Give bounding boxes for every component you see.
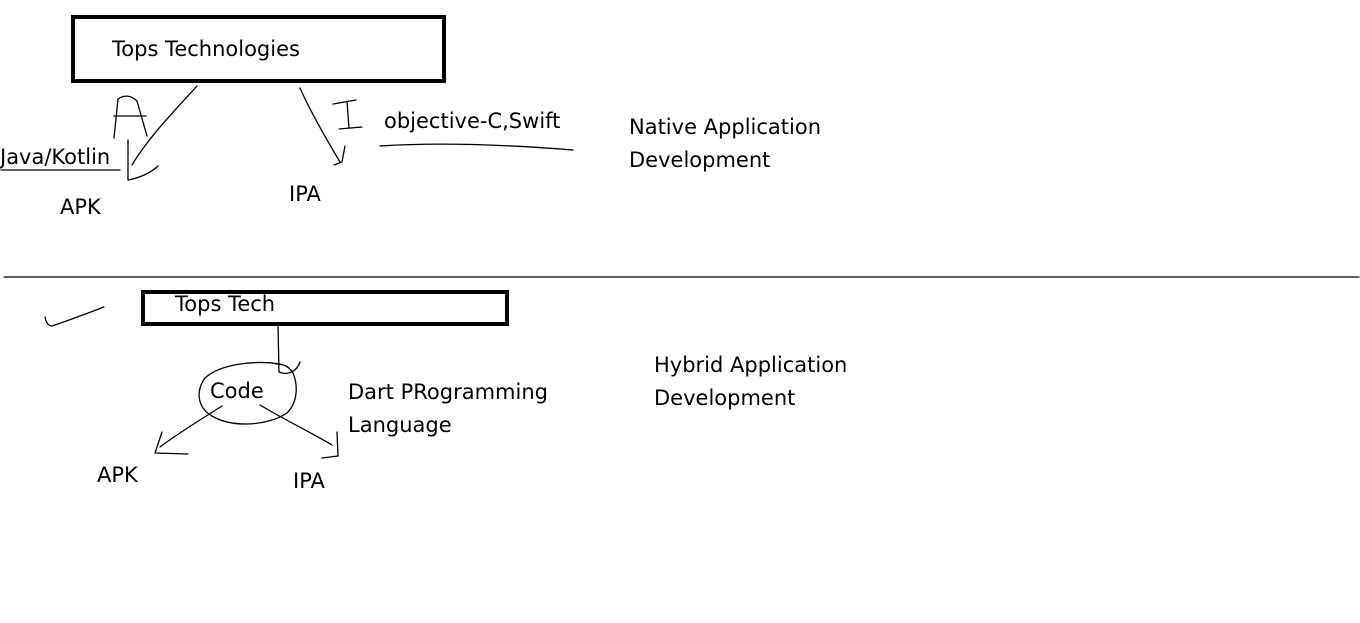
arrow-to-ipa xyxy=(259,404,333,446)
letter-i-stem xyxy=(346,100,350,129)
tops-technologies-label: Tops Technologies xyxy=(112,37,300,61)
dart-language-line1: Dart PRogramming xyxy=(348,380,548,404)
checkmark xyxy=(44,306,105,327)
code-circle xyxy=(198,361,297,425)
native-title-line1: Native Application xyxy=(629,115,822,139)
tops-tech-box xyxy=(141,290,509,326)
code-label: Code xyxy=(210,379,264,403)
native-ipa-label: IPA xyxy=(289,182,321,206)
ios-languages-underline xyxy=(379,143,574,151)
hybrid-title-line1: Hybrid Application xyxy=(654,353,848,377)
arrow-to-android xyxy=(131,85,198,166)
letter-i-top xyxy=(332,99,357,105)
box-to-code-line xyxy=(277,325,301,375)
hybrid-title-line2: Development xyxy=(654,386,796,410)
arrow-to-ios xyxy=(299,87,341,163)
tops-tech-label: Tops Tech xyxy=(175,292,276,316)
android-language-label: Java/Kotlin xyxy=(0,145,111,169)
arrow-ipa-head xyxy=(321,431,339,459)
letter-a-stroke xyxy=(113,95,148,139)
native-apk-label: APK xyxy=(60,195,101,219)
arrow-ios-head xyxy=(333,145,346,166)
ios-languages-label: objective-C,Swift xyxy=(384,109,561,133)
tops-technologies-box xyxy=(71,15,446,83)
letter-i-bottom xyxy=(338,126,363,130)
hybrid-ipa-label: IPA xyxy=(293,469,325,493)
arrow-to-apk xyxy=(159,405,223,448)
dart-language-line2: Language xyxy=(348,413,452,437)
arrow-apk-head xyxy=(154,431,189,455)
native-title-line2: Development xyxy=(629,148,771,172)
arrow-android-head xyxy=(127,139,159,181)
hybrid-apk-label: APK xyxy=(97,463,138,487)
